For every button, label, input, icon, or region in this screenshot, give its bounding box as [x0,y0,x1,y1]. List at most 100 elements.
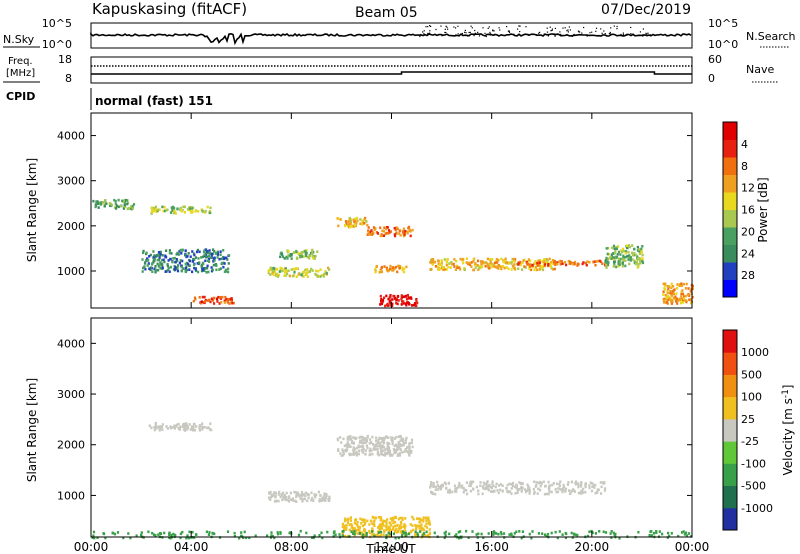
echo-cell [534,265,537,269]
echo-cell [363,221,366,225]
echo-cell [515,484,518,488]
echo-cell [376,452,379,456]
echo-cell [479,484,482,488]
echo-cell [391,519,394,522]
y-tick-label: 1000 [57,265,85,278]
echo-cell [591,482,594,485]
echo-cell [383,296,386,300]
echo-cell [163,205,166,209]
echo-cell [393,267,396,270]
echo-cell [307,493,310,497]
echo-cell [447,481,450,485]
echo-cell [164,270,167,273]
echo-cell [580,485,583,488]
nsearch-point [630,33,632,35]
echo-cell [484,264,487,268]
echo-cell [532,488,535,491]
echo-cell [380,533,383,537]
echo-cell [387,451,390,454]
echo-cell [641,253,644,257]
echo-cell [436,259,440,263]
nsearch-point [538,32,540,34]
echo-cell [463,268,466,272]
echo-cell [364,437,367,440]
echo-cell [376,448,379,451]
echo-cell [346,446,349,449]
echo-cell [527,485,530,488]
echo-cell [405,533,408,536]
nsearch-point [554,33,556,35]
echo-cell [385,231,388,235]
echo-cell [534,260,537,263]
echo-cell [513,263,516,266]
echo-cell [588,261,591,264]
echo-cell [380,297,383,301]
nsearch-label: N.Search [746,30,796,43]
echo-cell [358,532,362,535]
echo-cell [186,254,189,258]
echo-cell [463,488,466,492]
echo-cell [382,449,385,452]
echo-cell [349,445,352,448]
echo-cell [150,211,154,214]
echo-cell [373,444,376,447]
colorbar-segment [723,157,737,175]
echo-cell [401,268,404,272]
echo-cell [223,257,226,261]
echo-cell [203,425,206,429]
echo-cell [148,424,151,428]
echo-cell [344,223,347,227]
echo-cell [415,527,418,530]
echo-cell [497,267,500,270]
echo-cell [382,533,385,536]
echo-cell [366,434,369,438]
echo-cell [554,488,557,491]
echo-cell [604,259,607,262]
echo-cell [193,428,197,432]
echo-cell [185,265,188,268]
nsearch-point [471,27,473,29]
echo-cell [492,531,495,534]
echo-cell [511,264,514,268]
echo-cell [195,425,198,428]
echo-cell [541,532,544,535]
echo-cell [267,271,270,275]
echo-cell [152,255,155,259]
echo-cell [297,493,300,497]
echo-cell [638,252,641,255]
echo-cell [352,528,355,531]
echo-cell [682,282,685,286]
echo-cell [455,259,458,263]
echo-cell [359,445,362,448]
echo-cell [425,526,429,529]
echo-cell [606,257,610,261]
echo-cell [562,483,565,487]
echo-cell [621,257,624,261]
echo-cell [421,532,424,536]
echo-cell [386,441,389,445]
echo-cell [272,273,275,277]
nsearch-point [564,27,566,29]
echo-cell [459,257,462,261]
echo-cell [677,299,680,302]
echo-cell [454,268,457,271]
colorbar-tick-label: 1000 [741,346,769,359]
nsearch-point [498,27,500,29]
echo-cell [397,443,400,446]
echo-cell [459,530,462,533]
echo-cell [558,530,561,533]
echo-cell [542,262,545,266]
echo-cell [671,290,674,293]
nsearch-point [441,35,443,37]
echo-cell [347,438,350,441]
echo-cell [121,199,124,203]
echo-cell [201,428,204,431]
echo-cell [238,536,241,540]
echo-cell [127,532,130,535]
nsearch-point [440,25,442,27]
echo-cell [203,253,206,256]
echo-cell [515,486,518,490]
echo-cell [154,268,158,272]
echo-cell [402,300,405,303]
echo-cell [267,270,270,273]
